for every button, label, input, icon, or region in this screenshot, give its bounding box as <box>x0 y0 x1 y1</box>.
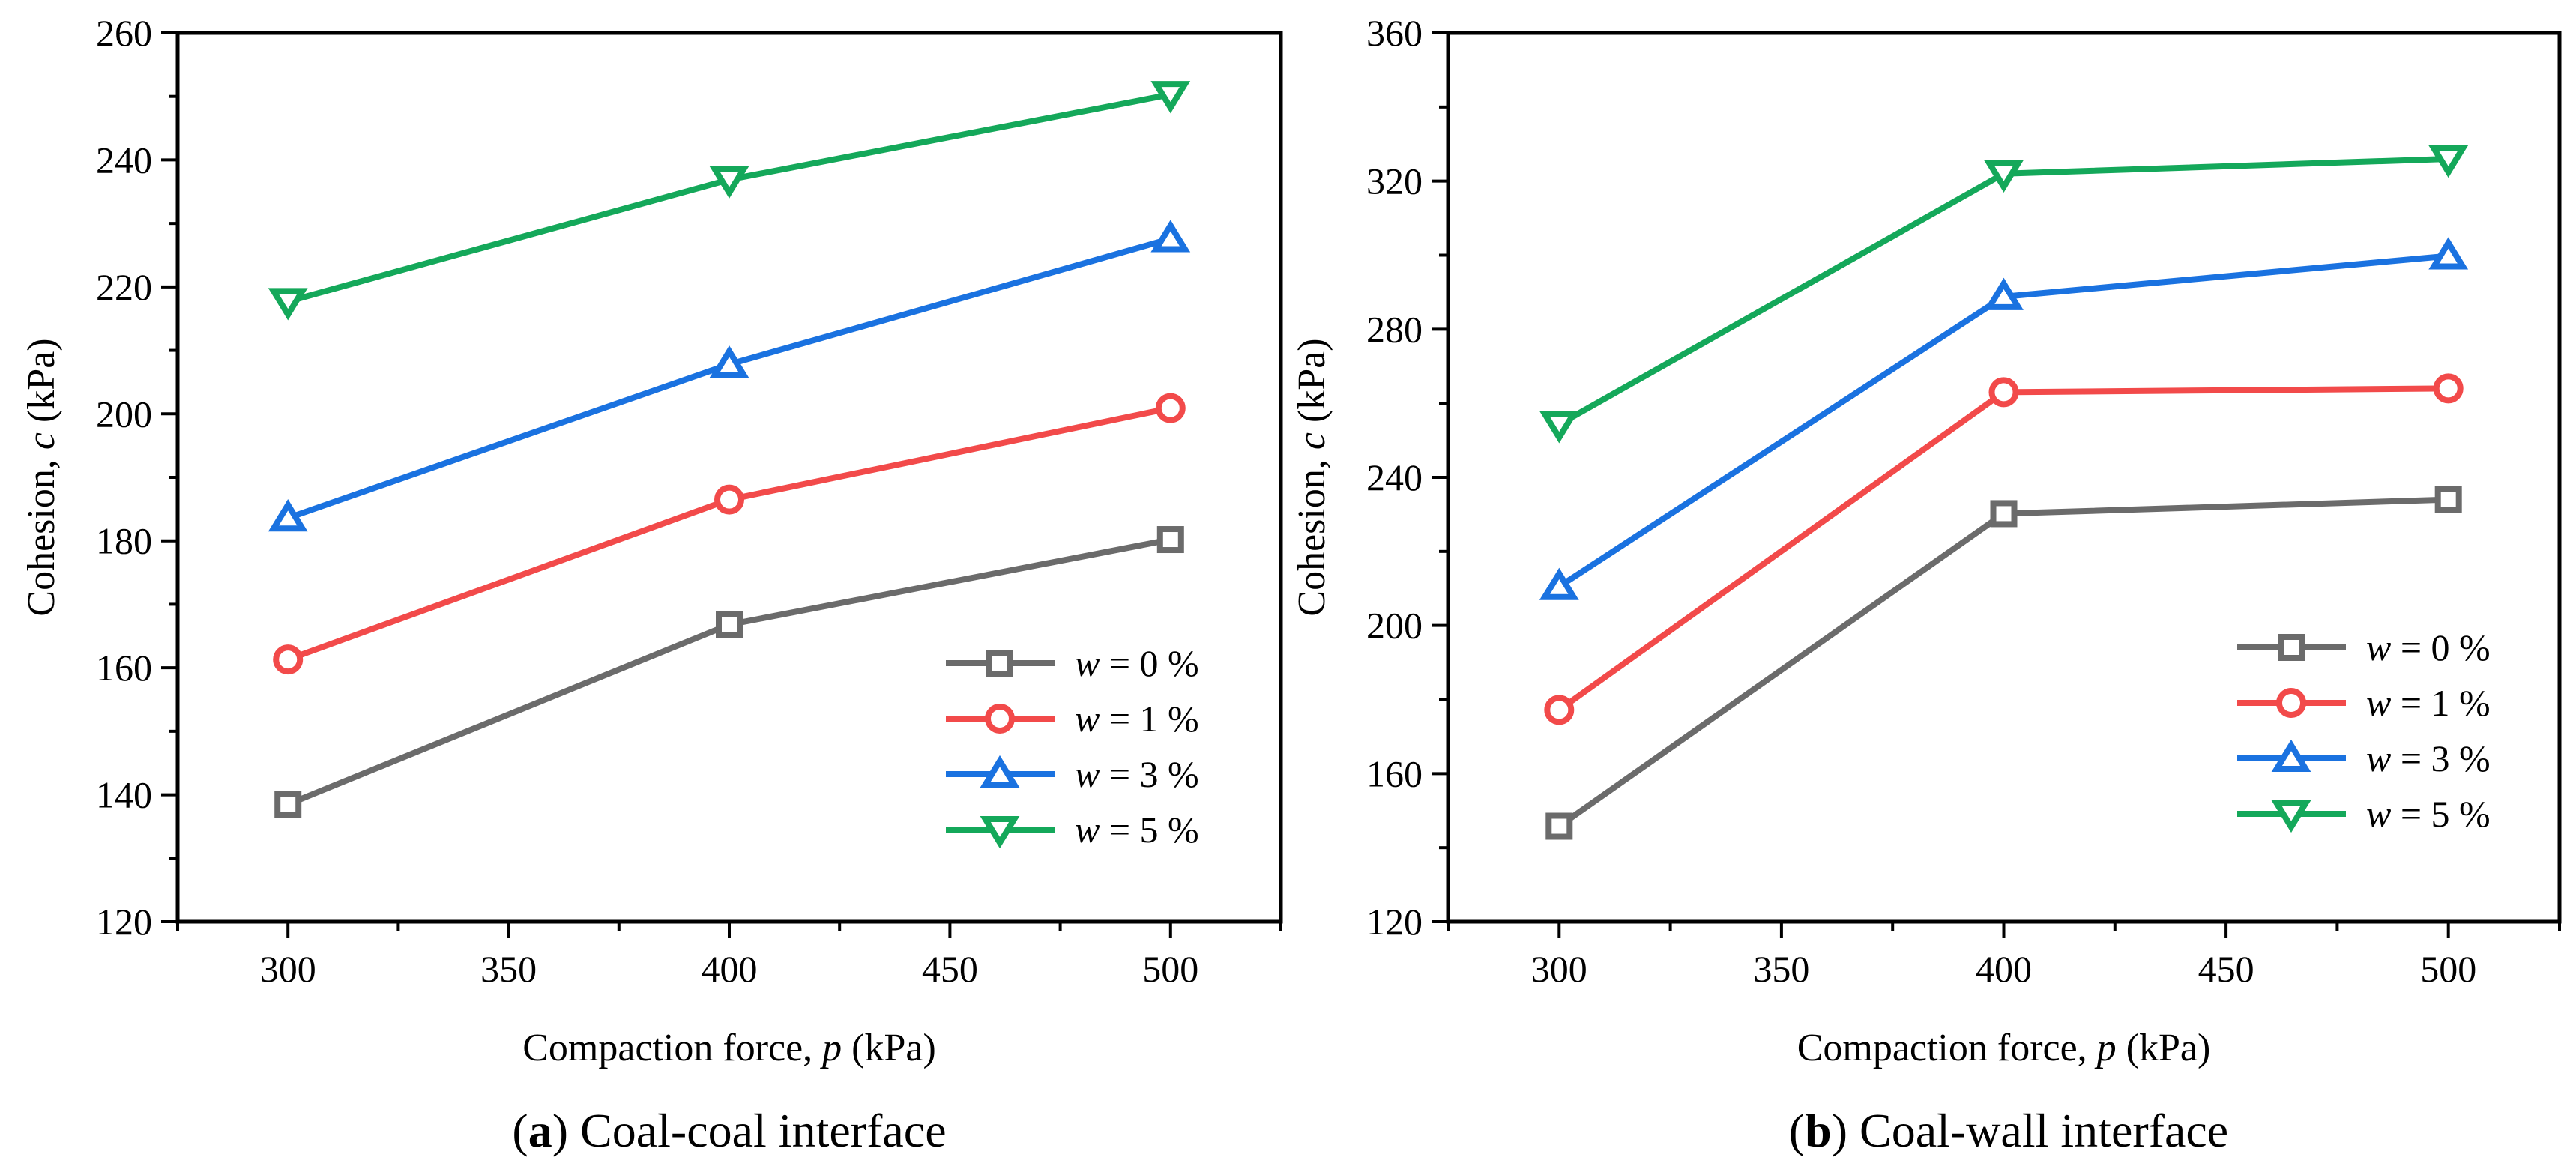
x-axis-title: Compaction force, p (kPa) <box>1797 1027 2211 1069</box>
panel-caption: (a) Coal-coal interface <box>512 1104 946 1157</box>
y-tick-label: 240 <box>1366 456 1423 498</box>
y-tick-label: 120 <box>1366 901 1423 943</box>
data-point-w0 <box>2434 486 2462 513</box>
y-tick-label: 200 <box>96 393 152 435</box>
legend-label-w5: w = 5 % <box>2366 793 2491 835</box>
panel-caption: (b) Coal-wall interface <box>1789 1104 2228 1157</box>
y-tick-label: 280 <box>1366 308 1423 350</box>
data-point-w0 <box>716 611 743 638</box>
x-tick-label: 400 <box>702 948 758 990</box>
legend-marker-w3 <box>980 755 1020 788</box>
data-point-w5 <box>1539 411 1579 444</box>
data-point-w0 <box>1156 526 1184 554</box>
legend-marker-w1 <box>2276 688 2306 718</box>
y-axis-title: Cohesion, c (kPa) <box>20 338 63 616</box>
data-point-w1 <box>714 484 744 515</box>
data-point-w3 <box>1150 220 1191 253</box>
data-point-w1 <box>1155 393 1186 423</box>
data-point-w0 <box>274 791 302 818</box>
y-tick-label: 220 <box>96 266 152 308</box>
panel-a-coal-coal: 300 350 400 450 500 120 140 160 180 200 220 240 260 C… <box>20 12 1283 1157</box>
data-point-w1 <box>1544 695 1575 725</box>
data-point-w1 <box>2433 373 2464 404</box>
series-line-w1 <box>1557 385 2449 713</box>
data-point-w5 <box>709 166 749 199</box>
x-tick-label: 500 <box>1142 948 1198 990</box>
series-line-w0 <box>286 537 1171 807</box>
x-tick-label: 500 <box>2420 948 2476 990</box>
legend-label-w3: w = 3 % <box>1075 753 1199 795</box>
data-point-w1 <box>273 644 304 675</box>
series-line-w3 <box>286 235 1171 521</box>
legend-label-w3: w = 3 % <box>2366 737 2491 779</box>
y-tick-label: 200 <box>1366 605 1423 647</box>
x-tick-label: 350 <box>480 948 537 990</box>
y-tick-label: 320 <box>1366 160 1423 202</box>
data-point-w5 <box>2428 145 2469 178</box>
legend-marker-w0 <box>2278 634 2305 661</box>
series-line-w0 <box>1557 496 2449 829</box>
x-tick-label: 350 <box>1753 948 1809 990</box>
legend-marker-w3 <box>2271 739 2311 772</box>
y-axis-title: Cohesion, c (kPa) <box>1291 338 1333 616</box>
y-tick-label: 160 <box>1366 752 1423 794</box>
data-point-w1 <box>1988 377 2019 408</box>
data-point-w3 <box>1984 277 2024 310</box>
data-point-w3 <box>268 499 308 532</box>
data-point-w3 <box>1539 567 1579 600</box>
y-tick-label: 140 <box>96 774 152 816</box>
legend-marker-w1 <box>985 704 1015 734</box>
legend-label-w0: w = 0 % <box>1075 642 1199 684</box>
data-point-w5 <box>1150 81 1191 114</box>
x-axis-title: Compaction force, p (kPa) <box>522 1027 936 1069</box>
legend-label-w5: w = 5 % <box>1075 809 1199 851</box>
legend-label-w1: w = 1 % <box>2366 682 2491 724</box>
x-tick-label: 300 <box>1531 948 1587 990</box>
x-tick-label: 300 <box>260 948 316 990</box>
data-point-w3 <box>2428 237 2469 270</box>
y-tick-label: 240 <box>96 139 152 181</box>
legend-label-w0: w = 0 % <box>2366 626 2491 668</box>
data-point-w0 <box>1990 500 2018 528</box>
legend-marker-w5 <box>2271 800 2311 833</box>
x-tick-label: 450 <box>2198 948 2254 990</box>
y-tick-label: 180 <box>96 520 152 562</box>
y-tick-label: 120 <box>96 901 152 943</box>
data-point-w5 <box>268 288 308 321</box>
legend-marker-w0 <box>986 650 1013 677</box>
y-tick-label: 360 <box>1366 12 1423 54</box>
x-tick-label: 450 <box>922 948 978 990</box>
y-tick-label: 160 <box>96 647 152 689</box>
data-point-w5 <box>1984 160 2024 193</box>
x-tick-label: 400 <box>1976 948 2032 990</box>
legend-marker-w5 <box>980 816 1020 849</box>
legend-label-w1: w = 1 % <box>1075 698 1199 740</box>
data-point-w0 <box>1545 812 1573 840</box>
data-point-w3 <box>709 345 749 378</box>
panel-b-coal-wall: 300 350 400 450 500 120 160 200 240 280 320 360 Comp… <box>1291 12 2562 1157</box>
y-tick-label: 260 <box>96 12 152 54</box>
